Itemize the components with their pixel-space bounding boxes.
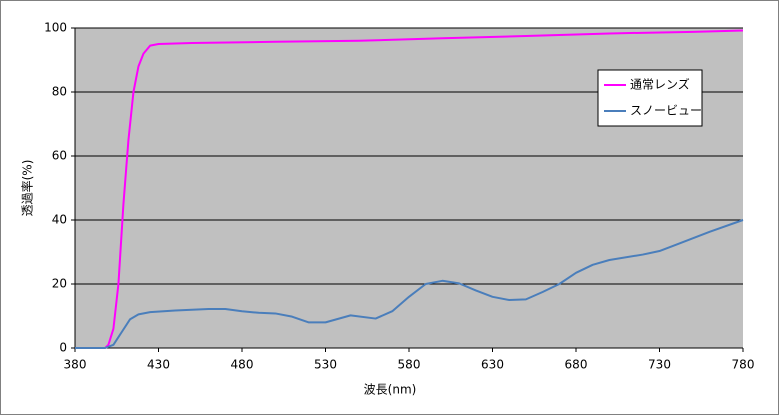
x-tick-label: 780 bbox=[732, 358, 755, 372]
series-line bbox=[75, 219, 744, 349]
legend-box bbox=[597, 69, 703, 127]
x-tick-label: 530 bbox=[314, 358, 337, 372]
x-tick-label: 380 bbox=[64, 358, 87, 372]
y-tick-label: 60 bbox=[52, 149, 67, 163]
y-tick-label: 80 bbox=[52, 85, 67, 99]
series-line bbox=[75, 29, 744, 349]
x-axis-label: 波長(nm) bbox=[364, 383, 417, 397]
x-tick-label: 680 bbox=[565, 358, 588, 372]
x-tick-label: 480 bbox=[231, 358, 254, 372]
legend-label: スノービュー bbox=[630, 104, 702, 118]
x-tick-label: 730 bbox=[648, 358, 671, 372]
y-tick-label: 100 bbox=[44, 21, 67, 35]
x-tick-label: 630 bbox=[481, 358, 504, 372]
y-tick-label: 40 bbox=[52, 213, 67, 227]
y-axis-label: 透過率(%) bbox=[20, 160, 35, 217]
x-tick-label: 580 bbox=[398, 358, 421, 372]
y-tick-label: 0 bbox=[59, 341, 67, 355]
x-tick-label: 430 bbox=[147, 358, 170, 372]
y-tick-label: 20 bbox=[52, 277, 67, 291]
legend-label: 通常レンズ bbox=[630, 77, 690, 92]
